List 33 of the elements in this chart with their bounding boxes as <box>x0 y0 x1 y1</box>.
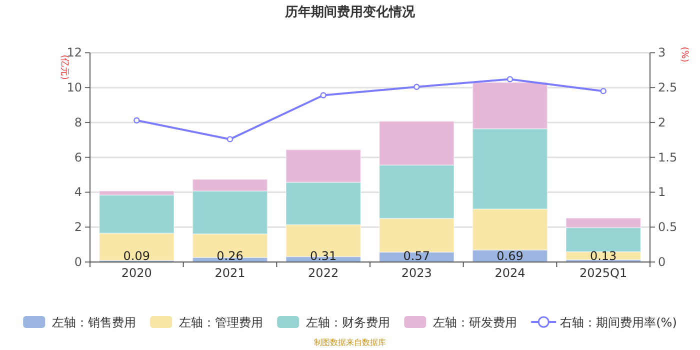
legend-label: 左轴：管理费用 <box>179 316 264 330</box>
x-tick-label: 2025Q1 <box>580 266 628 280</box>
y-tick-label: 8 <box>74 115 82 130</box>
y2-axis-title: (%) <box>679 46 689 62</box>
data-label: 0.09 <box>123 249 150 263</box>
y2-tick-label: 0 <box>658 255 666 269</box>
y2-tick-label: 2 <box>658 115 666 130</box>
x-tick-label: 2020 <box>121 266 152 280</box>
x-tick-label: 2024 <box>494 266 526 280</box>
y2-tick-label: 0.5 <box>658 220 678 234</box>
data-label: 0.69 <box>496 249 524 263</box>
y-tick-label: 6 <box>74 150 82 164</box>
y-tick-label: 4 <box>74 185 82 200</box>
y-tick-label: 0 <box>74 255 82 269</box>
legend-label: 左轴：销售费用 <box>52 316 136 330</box>
y2-tick-label: 3 <box>658 46 666 60</box>
legend-label: 左轴：研发费用 <box>433 316 518 330</box>
data-label: 0.31 <box>310 249 337 263</box>
y-tick-label: 2 <box>74 220 82 234</box>
text: 制图数据来自数据库 <box>314 338 386 347</box>
data-label: 0.26 <box>216 249 244 263</box>
x-tick-label: 2021 <box>214 266 246 280</box>
y-tick-label: 10 <box>66 80 82 95</box>
chart-title: 历年期间费用变化情况 <box>284 4 416 20</box>
data-label: 0.13 <box>590 249 617 263</box>
y2-tick-label: 2.5 <box>658 80 678 95</box>
x-tick-label: 2023 <box>401 266 432 280</box>
x-tick-label: 2022 <box>308 266 339 280</box>
legend-label: 右轴：期间费用率(%) <box>560 316 677 330</box>
legend-label: 左轴：财务费用 <box>306 316 390 330</box>
y2-tick-label: 1.5 <box>658 150 678 164</box>
y2-tick-label: 1 <box>658 185 666 200</box>
data-label: 0.57 <box>403 249 430 263</box>
